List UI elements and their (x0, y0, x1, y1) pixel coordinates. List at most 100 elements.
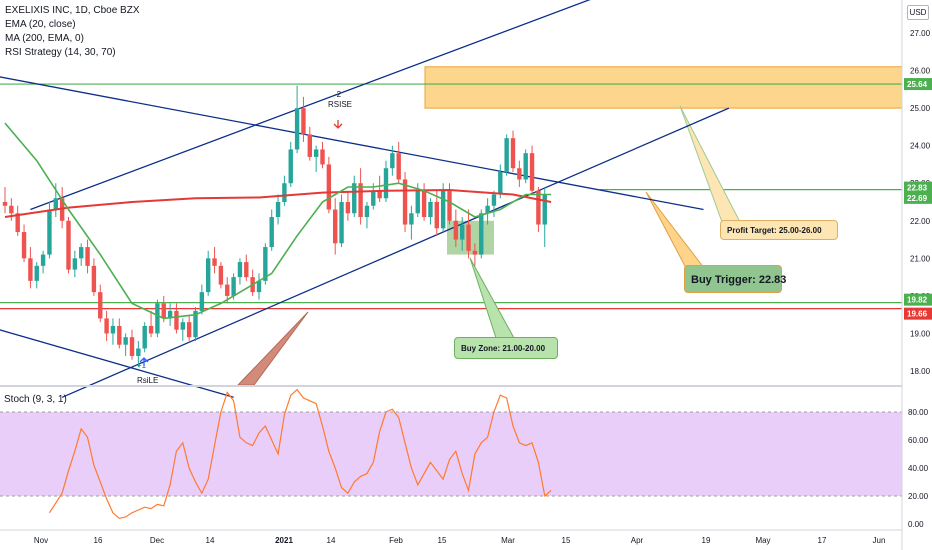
red-arrow-pointer (236, 311, 309, 386)
price-label-box (904, 307, 932, 320)
candle-body (536, 190, 541, 225)
price-label-box (904, 191, 932, 204)
candle-body (402, 179, 408, 225)
candle-body (301, 108, 306, 135)
candle-body (415, 190, 420, 214)
candle-body (218, 265, 224, 285)
candle-body (428, 202, 433, 218)
candle-body (326, 164, 332, 210)
profit-callout-pointer (679, 105, 741, 223)
candle-body (383, 168, 389, 199)
indicator-line-layer (4, 122, 552, 320)
candle-body (180, 322, 185, 330)
price-label-text: 25.64 (907, 80, 928, 89)
candle-body (206, 258, 211, 293)
candle-body (174, 310, 179, 330)
candle-body (529, 153, 535, 191)
time-tick-label: 17 (818, 536, 827, 545)
price-tick-label: 22.00 (910, 217, 931, 226)
candle-body (517, 168, 522, 180)
buy-trigger-callout: Buy Trigger: 22.83 (684, 265, 786, 293)
candle-body (282, 183, 287, 202)
rsi-exit-arrow-icon (333, 120, 343, 129)
candle-body (263, 247, 268, 281)
stoch-tick-label: 20.00 (908, 492, 929, 501)
time-tick-label: Jun (873, 536, 886, 545)
rsi-exit-label: RSISE (328, 100, 353, 109)
candle-body (199, 292, 205, 311)
price-label-text: 22.83 (907, 184, 928, 193)
candle-body (504, 138, 509, 172)
price-label-box (904, 181, 932, 194)
candle-body (237, 262, 243, 278)
price-tick-label: 19.00 (910, 329, 931, 338)
candle-body (364, 205, 370, 218)
time-tick-label: Dec (150, 536, 164, 545)
price-label-box (904, 78, 932, 91)
time-tick-label: Apr (631, 536, 644, 545)
candle-body (434, 202, 439, 229)
candle-body (491, 194, 497, 206)
candle-body (542, 194, 547, 225)
ma200-line (4, 188, 552, 218)
candle-body (275, 202, 281, 218)
stoch-legend[interactable]: Stoch (9, 3, 1) (4, 394, 67, 405)
candle-body (409, 213, 414, 225)
candle-body (129, 337, 135, 356)
candle-body (117, 325, 122, 345)
candle-body (148, 325, 154, 334)
candle-body (479, 213, 484, 255)
candle-body (244, 262, 249, 278)
candle-body (333, 209, 338, 244)
candle-body (225, 284, 230, 296)
time-tick-label: 14 (206, 536, 215, 545)
candle-body (231, 277, 236, 296)
zone-callout-pointer (469, 257, 515, 339)
candle-body (460, 224, 465, 240)
candle-body (142, 325, 147, 349)
candle-body (47, 209, 52, 255)
trendline-0 (0, 76, 704, 211)
stoch-band (0, 412, 902, 496)
candle-body (136, 348, 141, 356)
profit-target-callout: Profit Target: 25.00-26.00 (720, 220, 838, 240)
candle-body (345, 202, 351, 214)
price-tick-label: 26.00 (910, 67, 931, 76)
candle-body (2, 202, 8, 206)
price-label-text: 22.69 (907, 194, 928, 203)
candle-body (472, 250, 478, 255)
currency-button[interactable]: USD (907, 5, 929, 20)
candle-body (40, 254, 46, 266)
trigger-callout-pointer (645, 191, 706, 269)
candle-body (104, 318, 109, 334)
ema-legend[interactable]: EMA (20, close) (5, 19, 76, 30)
candle-body (320, 149, 325, 165)
symbol-title[interactable]: EXELIXIS INC, 1D, Cboe BZX (5, 5, 140, 16)
zone-layer (0, 66, 903, 386)
rsi-legend[interactable]: RSI Strategy (14, 30, 70) (5, 47, 116, 58)
ma-legend[interactable]: MA (200, EMA, 0) (5, 33, 84, 44)
time-tick-label: 15 (562, 536, 571, 545)
candle-body (339, 202, 344, 244)
candle-body (98, 292, 103, 319)
candle-body (15, 213, 20, 233)
candle-body (9, 205, 14, 214)
candle-body (34, 265, 39, 281)
candle-body (523, 153, 528, 180)
candle-body (186, 322, 192, 338)
stoch-tick-label: 60.00 (908, 436, 929, 445)
price-tick-label: 24.00 (910, 142, 931, 151)
price-tick-label: 21.00 (910, 254, 931, 263)
candle-body (53, 198, 58, 210)
time-tick-label: Feb (389, 536, 403, 545)
candle-body (498, 171, 503, 195)
candle-body (85, 247, 90, 266)
time-tick-label: 19 (702, 536, 711, 545)
candle-body (212, 258, 217, 266)
rsi-entry-arrow-icon (139, 357, 149, 366)
buy-zone-callout: Buy Zone: 21.00-20.00 (454, 337, 558, 359)
candle-body (123, 337, 128, 345)
candle-body (510, 138, 516, 169)
